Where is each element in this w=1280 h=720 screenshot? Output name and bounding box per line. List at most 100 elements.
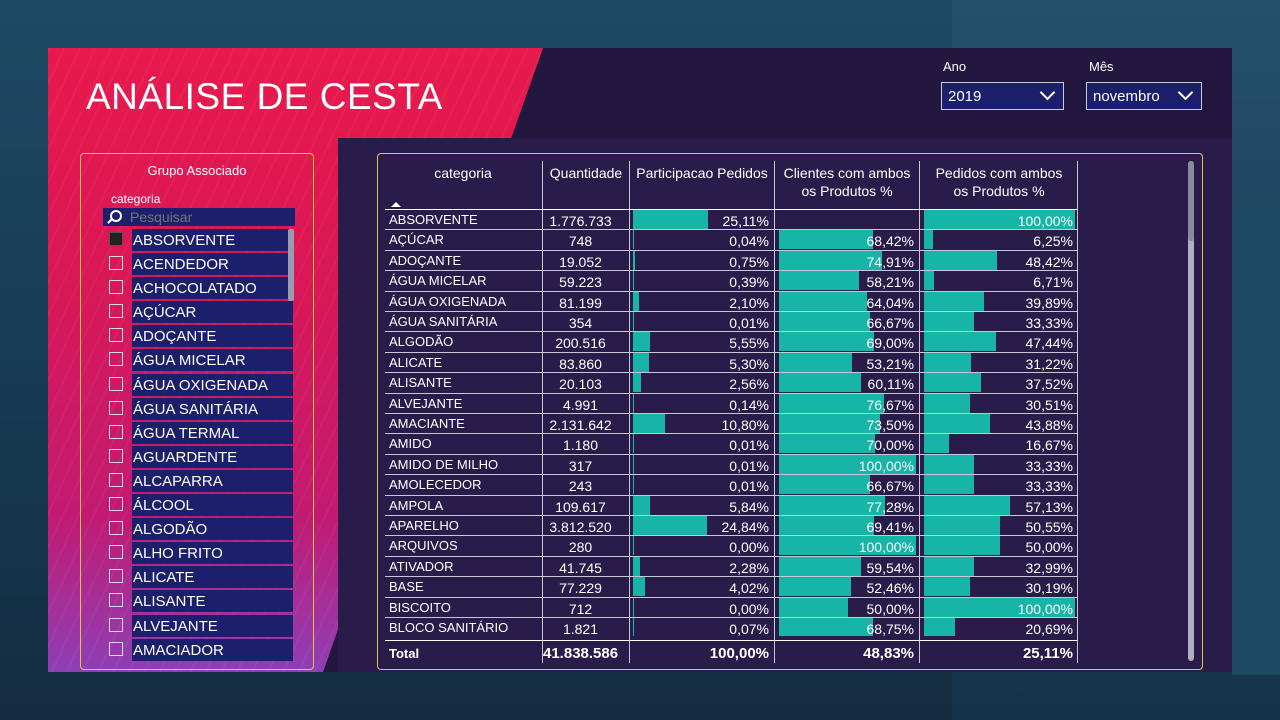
slicer-checkbox[interactable]: [109, 352, 123, 367]
slicer-item[interactable]: ALICATE: [106, 566, 296, 589]
cell-categoria: ABSORVENTE: [389, 212, 478, 227]
slicer-item-label: AÇÚCAR: [132, 301, 293, 324]
table-row[interactable]: ALISANTE 20.103 2,56% 60,11% 37,52%: [378, 373, 1098, 394]
table-row[interactable]: ATIVADOR 41.745 2,28% 59,54% 32,99%: [378, 556, 1098, 578]
slicer-item[interactable]: ALCAPARRA: [106, 469, 296, 492]
cell-participacao: 0,07%: [729, 621, 769, 636]
cell-quantidade: 20.103: [559, 376, 602, 393]
slicer-item[interactable]: ABSORVENTE: [106, 229, 296, 251]
total-label: Total: [389, 646, 420, 661]
slicer-item[interactable]: AÇÚCAR: [106, 301, 296, 324]
slicer-checkbox[interactable]: [109, 569, 123, 584]
month-dropdown[interactable]: novembro: [1086, 82, 1202, 110]
slicer-checkbox[interactable]: [109, 521, 123, 536]
slicer-item[interactable]: ÁLCOOL: [106, 494, 296, 517]
table-row[interactable]: BLOCO SANITÁRIO 1.821 0,07% 68,75% 20,69%: [378, 618, 1098, 636]
slicer-item[interactable]: ALHO FRITO: [106, 542, 296, 565]
slicer-checkbox[interactable]: [109, 497, 123, 512]
slicer-item[interactable]: ÁGUA SANITÁRIA: [106, 397, 296, 420]
table-row[interactable]: BISCOITO 712 0,00% 50,00% 100,00%: [378, 597, 1098, 618]
table-row[interactable]: AÇÚCAR 748 0,04% 68,42% 6,25%: [378, 230, 1098, 251]
pedidos-bar: [924, 312, 975, 331]
table-row[interactable]: AMPOLA 109.617 5,84% 77,28% 57,13%: [378, 495, 1098, 516]
header-clientes[interactable]: Clientes com ambos os Produtos %: [783, 165, 911, 199]
table-row[interactable]: AMIDO 1.180 0,01% 70,00% 16,67%: [378, 434, 1098, 455]
slicer-item[interactable]: AMACIADOR: [106, 638, 296, 661]
clientes-bar: [779, 536, 916, 556]
table-row[interactable]: AMACIANTE 2.131.642 10,80% 73,50% 43,88%: [378, 414, 1098, 435]
row-divider: [385, 453, 1077, 455]
table-row[interactable]: BASE 77.229 4,02% 52,46% 30,19%: [378, 577, 1098, 598]
cell-participacao: 4,02%: [729, 580, 769, 597]
slicer-item[interactable]: ÁGUA OXIGENADA: [106, 373, 296, 396]
slicer-checkbox[interactable]: [109, 376, 123, 391]
slicer-checkbox[interactable]: [109, 328, 123, 343]
table-row[interactable]: ADOÇANTE 19.052 0,75% 74,91% 48,42%: [378, 250, 1098, 272]
table-row[interactable]: ALGODÃO 200.516 5,55% 69,00% 47,44%: [378, 332, 1098, 353]
slicer-checkbox[interactable]: [109, 256, 123, 271]
slicer-item[interactable]: ALVEJANTE: [106, 614, 296, 637]
header-categoria[interactable]: categoria: [434, 165, 492, 181]
table-row[interactable]: ARQUIVOS 280 0,00% 100,00% 50,00%: [378, 536, 1098, 557]
slicer-item[interactable]: ACENDEDOR: [106, 253, 296, 276]
table-scrollbar-track[interactable]: [1188, 161, 1194, 661]
cell-participacao: 5,30%: [729, 355, 769, 372]
header-underline: [385, 209, 1077, 210]
slicer-item[interactable]: AGUARDENTE: [106, 445, 296, 468]
cell-categoria: ALVEJANTE: [389, 395, 463, 411]
slicer-checkbox[interactable]: [109, 617, 123, 632]
year-dropdown[interactable]: 2019: [941, 82, 1064, 110]
cell-clientes: 59,54%: [866, 559, 914, 576]
cell-clientes: 76,67%: [866, 396, 914, 413]
sort-ascending-icon[interactable]: [391, 202, 401, 207]
table-row[interactable]: ABSORVENTE 1.776.733 25,11% 100,00%: [378, 210, 1098, 231]
slicer-checkbox[interactable]: [109, 448, 123, 463]
table-scrollbar-thumb[interactable]: [1188, 161, 1194, 241]
cell-pedidos: 50,55%: [1025, 519, 1073, 535]
slicer-item[interactable]: ALGODÃO: [106, 518, 296, 541]
slicer-scrollbar[interactable]: [288, 229, 294, 301]
table-row[interactable]: APARELHO 3.812.520 24,84% 69,41% 50,55%: [378, 516, 1098, 537]
cell-clientes: 53,21%: [866, 355, 914, 372]
pedidos-bar: [924, 495, 1011, 515]
table-row[interactable]: ALVEJANTE 4.991 0,14% 76,67% 30,51%: [378, 393, 1098, 414]
slicer-item[interactable]: ADOÇANTE: [106, 325, 296, 348]
category-slicer: Grupo Associado categoria ABSORVENTEACEN…: [80, 153, 314, 670]
cell-pedidos: 43,88%: [1025, 417, 1073, 433]
row-divider: [385, 616, 1077, 618]
slicer-checkbox[interactable]: [109, 641, 123, 656]
pedidos-bar: [924, 577, 970, 597]
pedidos-bar: [924, 618, 956, 636]
slicer-checkbox[interactable]: [109, 545, 123, 560]
cell-quantidade: 280: [568, 539, 593, 556]
table-row[interactable]: ÁGUA SANITÁRIA 354 0,01% 66,67% 33,33%: [378, 312, 1098, 333]
clientes-bar: [779, 352, 852, 372]
header-quantidade[interactable]: Quantidade: [549, 165, 623, 181]
slicer-item[interactable]: ÁGUA TERMAL: [106, 421, 296, 444]
slicer-item-label: ALGODÃO: [132, 518, 293, 541]
header-pedidos[interactable]: Pedidos com ambos os Produtos %: [935, 165, 1063, 199]
table-row[interactable]: AMIDO DE MILHO 317 0,01% 100,00% 33,33%: [378, 454, 1098, 476]
slicer-item-label: AMACIADOR: [132, 638, 293, 661]
cell-pedidos: 33,33%: [1025, 315, 1073, 331]
table-row[interactable]: ALICATE 83.860 5,30% 53,21% 31,22%: [378, 352, 1098, 374]
table-row[interactable]: ÁGUA OXIGENADA 81.199 2,10% 64,04% 39,89%: [378, 291, 1098, 312]
cell-quantidade: 4.991: [562, 396, 599, 413]
slicer-item[interactable]: ACHOCOLATADO: [106, 277, 296, 300]
slicer-checkbox[interactable]: [109, 232, 123, 246]
header-participacao[interactable]: Participacao Pedidos: [636, 165, 768, 181]
slicer-search-input[interactable]: [130, 208, 290, 226]
table-row[interactable]: ÁGUA MICELAR 59.223 0,39% 58,21% 6,71%: [378, 271, 1098, 292]
slicer-checkbox[interactable]: [109, 593, 123, 608]
slicer-checkbox[interactable]: [109, 400, 123, 415]
slicer-checkbox[interactable]: [109, 280, 123, 295]
slicer-item[interactable]: ÁGUA MICELAR: [106, 349, 296, 372]
slicer-checkbox[interactable]: [109, 424, 123, 439]
cell-categoria: ÁGUA SANITÁRIA: [389, 314, 498, 329]
slicer-checkbox[interactable]: [109, 472, 123, 487]
slicer-checkbox[interactable]: [109, 304, 123, 319]
cell-participacao: 24,84%: [721, 519, 769, 535]
table-row[interactable]: AMOLECEDOR 243 0,01% 66,67% 33,33%: [378, 475, 1098, 496]
slicer-item[interactable]: ALISANTE: [106, 590, 296, 613]
cell-categoria: ADOÇANTE: [389, 252, 462, 268]
